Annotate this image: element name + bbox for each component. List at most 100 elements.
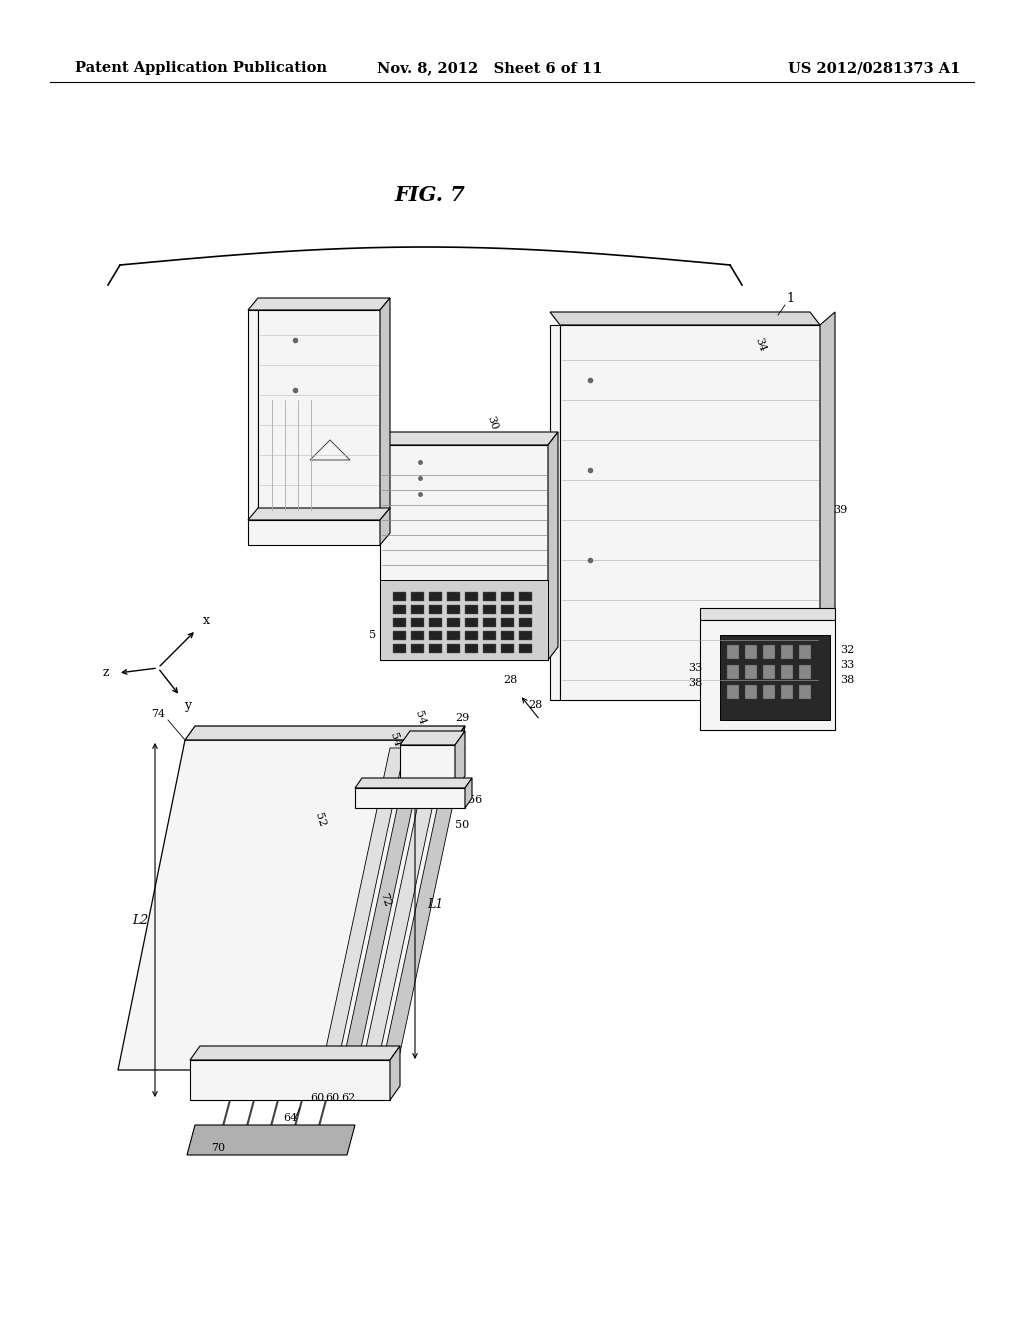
Polygon shape xyxy=(393,591,406,601)
Polygon shape xyxy=(483,644,496,653)
Polygon shape xyxy=(411,591,424,601)
Text: 38: 38 xyxy=(688,678,702,688)
Polygon shape xyxy=(400,744,455,789)
Text: 28: 28 xyxy=(528,700,542,710)
Text: 52: 52 xyxy=(313,812,327,829)
Polygon shape xyxy=(483,605,496,614)
Polygon shape xyxy=(727,645,739,659)
Polygon shape xyxy=(380,508,390,545)
Polygon shape xyxy=(185,726,465,741)
Polygon shape xyxy=(548,432,558,660)
Polygon shape xyxy=(763,645,775,659)
Polygon shape xyxy=(248,310,258,520)
Polygon shape xyxy=(429,605,442,614)
Text: 32: 32 xyxy=(840,645,854,655)
Polygon shape xyxy=(447,605,460,614)
Polygon shape xyxy=(799,665,811,678)
Polygon shape xyxy=(781,645,793,659)
Polygon shape xyxy=(393,618,406,627)
Polygon shape xyxy=(248,508,390,520)
Polygon shape xyxy=(411,631,424,640)
Text: FIG. 7: FIG. 7 xyxy=(394,185,465,205)
Polygon shape xyxy=(465,644,478,653)
Polygon shape xyxy=(720,635,830,719)
Polygon shape xyxy=(429,591,442,601)
Polygon shape xyxy=(465,591,478,601)
Polygon shape xyxy=(501,631,514,640)
Polygon shape xyxy=(745,685,757,700)
Polygon shape xyxy=(429,618,442,627)
Text: Patent Application Publication: Patent Application Publication xyxy=(75,61,327,75)
Polygon shape xyxy=(455,731,465,789)
Polygon shape xyxy=(763,665,775,678)
Polygon shape xyxy=(248,298,390,310)
Text: 54: 54 xyxy=(413,710,427,726)
Polygon shape xyxy=(447,631,460,640)
Text: 38: 38 xyxy=(840,675,854,685)
Polygon shape xyxy=(393,644,406,653)
Polygon shape xyxy=(258,310,380,520)
Text: 54: 54 xyxy=(388,731,402,748)
Polygon shape xyxy=(190,1045,400,1060)
Polygon shape xyxy=(383,748,465,1063)
Polygon shape xyxy=(393,605,406,614)
Polygon shape xyxy=(763,685,775,700)
Polygon shape xyxy=(400,731,465,744)
Text: 70: 70 xyxy=(211,1143,225,1152)
Polygon shape xyxy=(727,665,739,678)
Polygon shape xyxy=(820,312,835,700)
Polygon shape xyxy=(362,748,445,1063)
Polygon shape xyxy=(380,298,390,520)
Text: 30: 30 xyxy=(485,414,499,432)
Text: 60: 60 xyxy=(325,1093,339,1104)
Polygon shape xyxy=(388,726,465,1071)
Polygon shape xyxy=(393,631,406,640)
Polygon shape xyxy=(118,741,455,1071)
Polygon shape xyxy=(447,618,460,627)
Polygon shape xyxy=(465,605,478,614)
Polygon shape xyxy=(519,591,532,601)
Text: z: z xyxy=(102,667,110,680)
Polygon shape xyxy=(519,605,532,614)
Text: 1: 1 xyxy=(786,292,794,305)
Polygon shape xyxy=(550,312,820,325)
Polygon shape xyxy=(411,644,424,653)
Text: 39: 39 xyxy=(833,506,847,515)
Polygon shape xyxy=(248,520,380,545)
Polygon shape xyxy=(429,644,442,653)
Text: 62: 62 xyxy=(341,1093,355,1104)
Polygon shape xyxy=(429,631,442,640)
Text: L1: L1 xyxy=(427,899,443,912)
Text: 60: 60 xyxy=(310,1093,325,1104)
Polygon shape xyxy=(519,631,532,640)
Polygon shape xyxy=(501,591,514,601)
Polygon shape xyxy=(380,432,558,445)
Polygon shape xyxy=(447,644,460,653)
Polygon shape xyxy=(501,618,514,627)
Polygon shape xyxy=(799,685,811,700)
Text: 74: 74 xyxy=(151,709,165,719)
Polygon shape xyxy=(343,748,425,1063)
Text: 34: 34 xyxy=(753,337,767,354)
Text: 28: 28 xyxy=(503,675,517,685)
Text: 56: 56 xyxy=(468,795,482,805)
Polygon shape xyxy=(700,609,835,620)
Polygon shape xyxy=(483,591,496,601)
Polygon shape xyxy=(781,665,793,678)
Polygon shape xyxy=(380,579,548,660)
Text: y: y xyxy=(184,700,191,713)
Text: 33: 33 xyxy=(840,660,854,671)
Text: x: x xyxy=(203,614,210,627)
Polygon shape xyxy=(465,618,478,627)
Text: 33: 33 xyxy=(688,663,702,673)
Polygon shape xyxy=(560,325,820,700)
Polygon shape xyxy=(355,777,472,788)
Polygon shape xyxy=(390,1045,400,1100)
Polygon shape xyxy=(550,325,560,700)
Text: 5: 5 xyxy=(370,630,377,640)
Polygon shape xyxy=(483,618,496,627)
Polygon shape xyxy=(799,645,811,659)
Polygon shape xyxy=(483,631,496,640)
Polygon shape xyxy=(465,777,472,808)
Polygon shape xyxy=(355,788,465,808)
